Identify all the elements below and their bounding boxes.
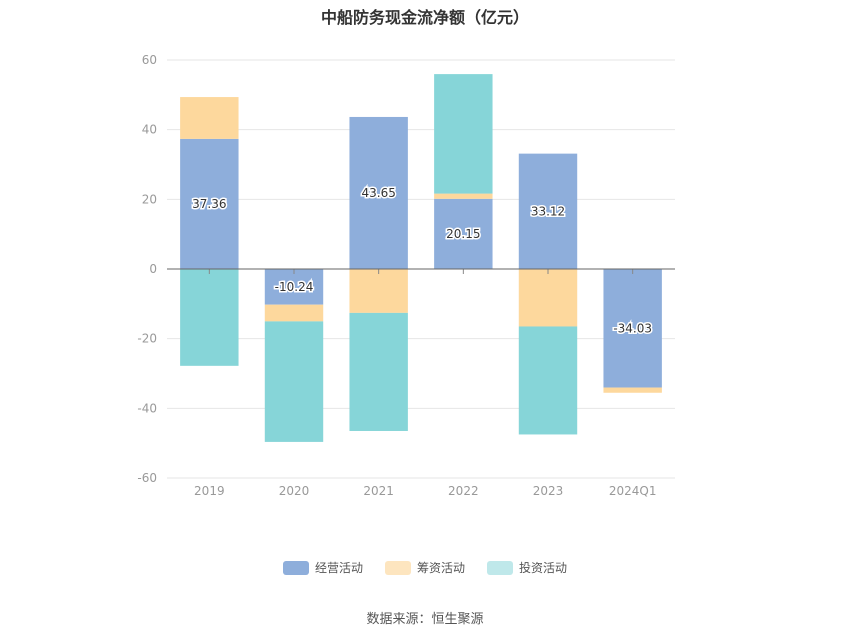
- bar-value-label: -10.24: [275, 280, 314, 294]
- y-tick-label: -40: [137, 401, 157, 415]
- bar-segment: [264, 321, 324, 442]
- legend-item-financing[interactable]: 筹资活动: [384, 559, 465, 576]
- legend-label-financing: 筹资活动: [416, 561, 465, 575]
- bar-segment: [434, 74, 493, 194]
- y-tick-label: -20: [137, 332, 157, 346]
- bar-segment: [349, 116, 408, 269]
- source-note: 数据来源：恒生聚源: [366, 612, 484, 627]
- legend-swatch-investing: [487, 560, 513, 575]
- x-tick-label: 2019: [194, 484, 225, 498]
- legend-item-investing[interactable]: 投资活动: [487, 559, 567, 576]
- y-tick-label: 0: [149, 262, 157, 276]
- x-tick-label: 2024Q1: [609, 484, 657, 498]
- x-tick-label: 2022: [448, 484, 479, 498]
- bar-value-label: 37.36: [192, 197, 226, 211]
- bar-segment: [603, 387, 662, 393]
- bar-segment: [349, 269, 408, 313]
- y-tick-label: 60: [142, 53, 157, 67]
- legend-swatch-operating: [282, 560, 309, 575]
- bar-value-label: 33.12: [531, 204, 565, 218]
- bar-segment: [434, 198, 493, 269]
- y-tick-label: 40: [142, 123, 157, 137]
- bar-segment: [349, 312, 408, 431]
- bar-segment: [603, 269, 662, 388]
- bar-segment: [180, 138, 239, 269]
- y-tick-label: -60: [137, 471, 157, 485]
- bar-segment: [518, 326, 578, 435]
- bar-segment: [264, 269, 324, 305]
- bar-value-label: 20.15: [446, 227, 480, 241]
- bar-segment: [180, 269, 239, 366]
- legend: 经营活动 筹资活动 投资活动: [0, 559, 850, 576]
- legend-label-operating: 经营活动: [314, 561, 363, 575]
- bar-segment: [518, 153, 578, 269]
- bar-value-label: -34.03: [613, 321, 652, 335]
- chart-title: 中船防务现金流净额（亿元）: [320, 8, 529, 27]
- bar-segment: [434, 193, 493, 199]
- legend-item-operating[interactable]: 经营活动: [282, 559, 363, 576]
- x-tick-label: 2021: [363, 484, 394, 498]
- x-tick-label: 2023: [533, 484, 564, 498]
- bar-segment: [518, 269, 578, 327]
- x-tick-label: 2020: [279, 484, 310, 498]
- y-tick-label: 20: [142, 192, 157, 206]
- bar-value-label: 43.65: [361, 186, 395, 200]
- legend-swatch-financing: [384, 560, 411, 575]
- legend-label-investing: 投资活动: [519, 561, 568, 575]
- bar-segment: [180, 97, 239, 139]
- stacked-bar-chart: 60 40 20 0 -20 -40 -60 37.36 2019 -10.24 2020 43.65…: [137, 53, 675, 498]
- bar-segment: [264, 304, 324, 322]
